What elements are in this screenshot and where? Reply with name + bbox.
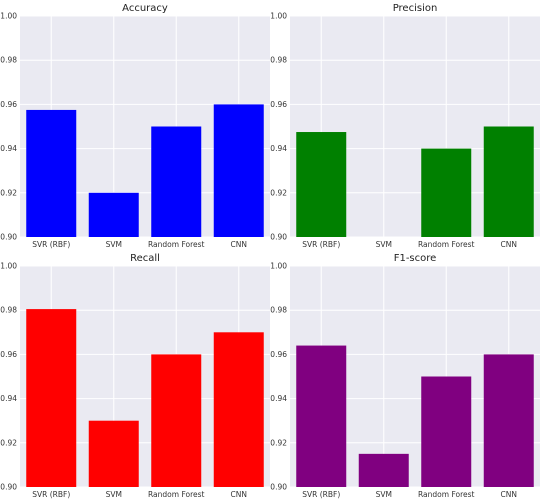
- accuracy-x-tick-label: SVR (RBF): [32, 240, 70, 249]
- accuracy-y-tick-label: 0.98: [0, 56, 17, 65]
- recall-y-tick-label: 0.94: [0, 394, 17, 403]
- accuracy-y-tick-label: 0.92: [0, 188, 17, 197]
- f1-score-y-tick-label: 1.00: [270, 262, 287, 271]
- recall-y-tick-label: 1.00: [0, 262, 17, 271]
- recall-chart: 0.90 0.92 0.94 0.96 0.98 1.00 SVR (RBF) SVM Rand…: [0, 253, 270, 499]
- recall-x-tick-label: SVM: [106, 490, 122, 499]
- precision-bar-random-forest: [421, 148, 472, 237]
- precision-x-tick-label: SVR (RBF): [302, 240, 340, 249]
- precision-x-tick-label: SVM: [376, 240, 392, 249]
- f1-score-title: F1-score: [394, 253, 437, 264]
- f1-score-y-tick-label: 0.98: [270, 306, 287, 315]
- recall-bar-svr-rbf: [26, 309, 77, 487]
- recall-y-tick-label: 0.92: [0, 438, 17, 447]
- recall-x-tick-label: SVR (RBF): [32, 490, 70, 499]
- f1-score-x-tick-label: Random Forest: [418, 490, 475, 499]
- accuracy-x-tick-label: CNN: [231, 240, 247, 249]
- accuracy-y-tick-label: 1.00: [0, 12, 17, 21]
- accuracy-x-tick-label: SVM: [106, 240, 122, 249]
- precision-y-tick-label: 0.98: [270, 56, 287, 65]
- precision-y-tick-label: 0.94: [270, 144, 287, 153]
- accuracy-bar-random-forest: [151, 126, 202, 237]
- recall-bar-cnn: [213, 332, 264, 487]
- f1-score-y-tick-label: 0.90: [270, 483, 287, 492]
- accuracy-y-tick-label: 0.96: [0, 100, 17, 109]
- f1-score-chart: 0.90 0.92 0.94 0.96 0.98 1.00 SVR (RBF) SVM Rand…: [270, 253, 540, 499]
- accuracy-bar-cnn: [213, 104, 264, 238]
- f1-score-x-tick-label: SVR (RBF): [302, 490, 340, 499]
- f1-score-y-tick-label: 0.94: [270, 394, 287, 403]
- precision-x-tick-label: CNN: [501, 240, 517, 249]
- recall-x-tick-label: CNN: [231, 490, 247, 499]
- f1-score-x-tick-label: CNN: [501, 490, 517, 499]
- recall-y-tick-label: 0.90: [0, 483, 17, 492]
- accuracy-y-tick-label: 0.90: [0, 233, 17, 242]
- precision-chart: 0.90 0.92 0.94 0.96 0.98 1.00 SVR (RBF) SVM Rand…: [270, 3, 540, 249]
- precision-y-tick-label: 0.90: [270, 233, 287, 242]
- recall-bar-random-forest: [151, 354, 202, 487]
- recall-title: Recall: [130, 253, 160, 264]
- precision-bar-svr-rbf: [296, 132, 347, 237]
- f1-score-bar-svr-rbf: [296, 345, 347, 487]
- accuracy-title: Accuracy: [122, 3, 168, 14]
- accuracy-y-tick-label: 0.94: [0, 144, 17, 153]
- recall-x-tick-label: Random Forest: [148, 490, 205, 499]
- recall-bar-svm: [88, 420, 139, 487]
- accuracy-chart: 0.90 0.92 0.94 0.96 0.98 1.00 SVR (RBF) SVM Rand…: [0, 3, 270, 249]
- f1-score-x-tick-label: SVM: [376, 490, 392, 499]
- accuracy-x-tick-label: Random Forest: [148, 240, 205, 249]
- f1-score-bar-svm: [358, 453, 409, 487]
- f1-score-y-tick-label: 0.92: [270, 438, 287, 447]
- recall-y-tick-label: 0.98: [0, 306, 17, 315]
- accuracy-bar-svm: [88, 192, 139, 237]
- accuracy-bar-svr-rbf: [26, 109, 77, 237]
- f1-score-bar-random-forest: [421, 376, 472, 487]
- precision-title: Precision: [393, 3, 438, 14]
- precision-y-tick-label: 0.96: [270, 100, 287, 109]
- precision-x-tick-label: Random Forest: [418, 240, 475, 249]
- precision-y-tick-label: 1.00: [270, 12, 287, 21]
- f1-score-y-tick-label: 0.96: [270, 350, 287, 359]
- recall-y-tick-label: 0.96: [0, 350, 17, 359]
- f1-score-bar-cnn: [483, 354, 534, 487]
- precision-y-tick-label: 0.92: [270, 188, 287, 197]
- precision-bar-cnn: [483, 126, 534, 237]
